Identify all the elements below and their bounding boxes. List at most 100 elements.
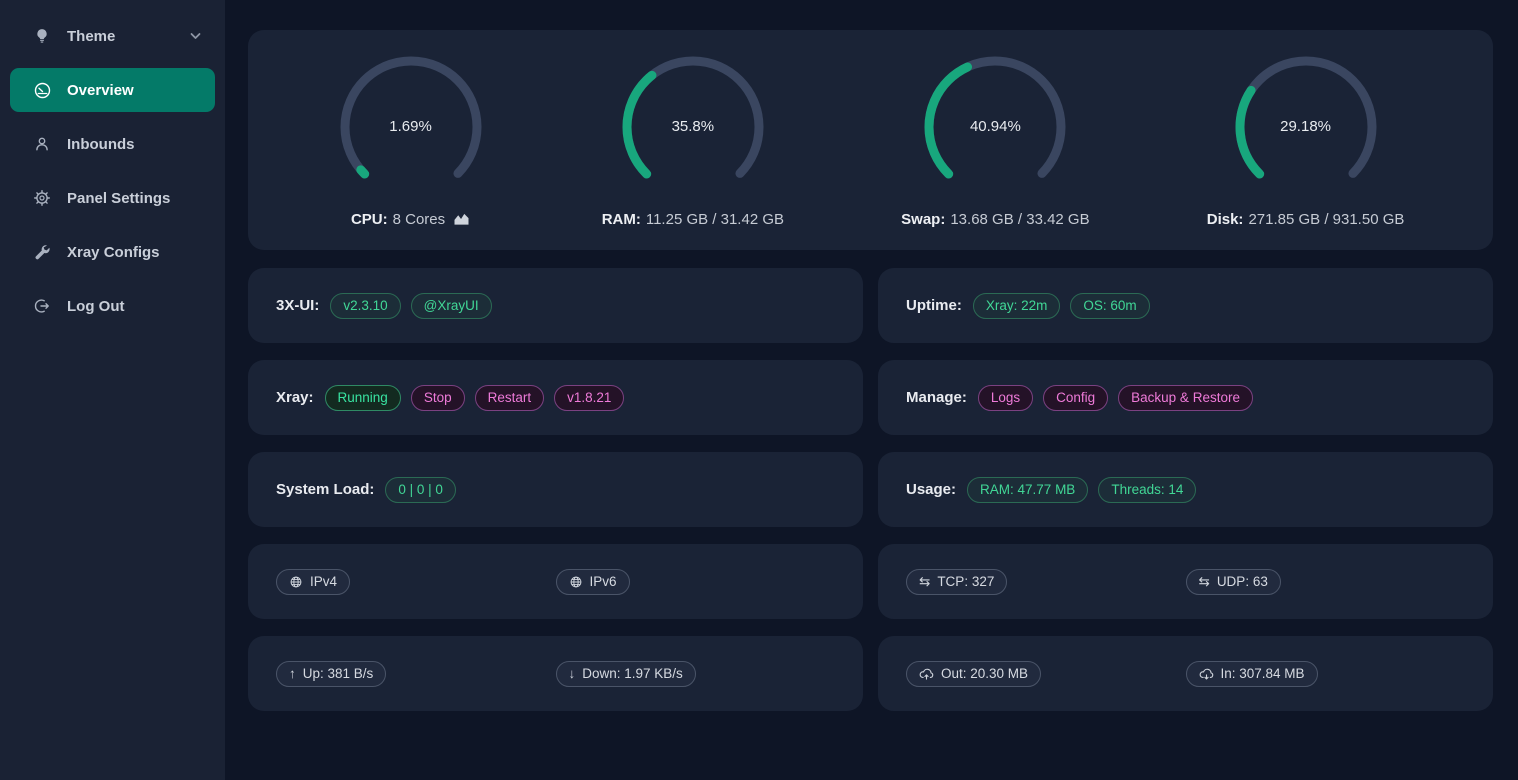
sidebar-item-log-out[interactable]: Log Out <box>10 284 215 328</box>
cloud-download-icon <box>1199 667 1214 680</box>
ram-label-name: RAM: <box>601 210 641 228</box>
ip-card: IPv4 IPv6 <box>248 544 863 619</box>
sidebar-item-xray-configs[interactable]: Xray Configs <box>10 230 215 274</box>
manage-card: Manage: Logs Config Backup & Restore <box>878 360 1493 435</box>
udp-text: UDP: 63 <box>1216 573 1268 589</box>
sidebar-item-inbounds[interactable]: Inbounds <box>10 122 215 166</box>
swap-percent: 40.94% <box>969 118 1021 135</box>
xray-label: Xray: <box>276 389 314 406</box>
manage-backup-button[interactable]: Backup & Restore <box>1118 384 1253 411</box>
system-load-card: System Load: 0 | 0 | 0 <box>248 452 863 527</box>
globe-icon <box>569 575 583 589</box>
globe-icon <box>289 575 303 589</box>
gauge-disk: 29.18% Disk: 271.85 GB / 931.50 GB <box>1207 53 1405 228</box>
sidebar-item-label: Overview <box>67 81 134 99</box>
swap-label-name: Swap: <box>901 210 946 228</box>
ram-label: RAM: 11.25 GB / 31.42 GB <box>602 211 784 228</box>
tcp-text: TCP: 327 <box>937 573 995 589</box>
xray-restart-button[interactable]: Restart <box>474 384 545 411</box>
sidebar-item-panel-settings[interactable]: Panel Settings <box>10 176 215 220</box>
uptime-xray-badge: Xray: 22m <box>972 292 1061 319</box>
usage-ram-badge: RAM: 47.77 MB <box>967 476 1089 503</box>
logout-icon <box>32 298 52 314</box>
ipv4-badge[interactable]: IPv4 <box>276 568 351 595</box>
lightbulb-icon <box>32 28 52 44</box>
ram-gauge-dial: 35.8% <box>619 53 767 201</box>
connections-card: ⇆ TCP: 327 ⇆ UDP: 63 <box>878 544 1493 619</box>
usage-label: Usage: <box>906 481 957 498</box>
ipv6-badge[interactable]: IPv6 <box>555 568 630 595</box>
sidebar-item-label: Inbounds <box>67 135 135 153</box>
usage-threads-badge: Threads: 14 <box>1098 476 1197 503</box>
swap-arrows-icon: ⇆ <box>1198 573 1210 589</box>
traffic-card: Out: 20.30 MB In: 307.84 MB <box>878 636 1493 711</box>
speed-card: ↑ Up: 381 B/s ↓ Down: 1.97 KB/s <box>248 636 863 711</box>
upload-speed-text: Up: 381 B/s <box>302 665 374 681</box>
ram-percent: 35.8% <box>671 118 715 135</box>
cpu-history-chart-icon[interactable] <box>453 212 470 226</box>
wrench-icon <box>32 244 52 260</box>
disk-label-detail: 271.85 GB / 931.50 GB <box>1248 210 1405 228</box>
user-icon <box>32 136 52 152</box>
disk-gauge-dial: 29.18% <box>1232 53 1380 201</box>
xui-version-badge[interactable]: v2.3.10 <box>330 292 401 319</box>
ipv6-text: IPv6 <box>589 573 617 589</box>
ram-label-detail: 11.25 GB / 31.42 GB <box>645 210 785 228</box>
xray-card: Xray: Running Stop Restart v1.8.21 <box>248 360 863 435</box>
cloud-upload-icon <box>919 667 934 680</box>
manage-logs-button[interactable]: Logs <box>977 384 1034 411</box>
traffic-out-badge: Out: 20.30 MB <box>906 660 1042 687</box>
gauge-ram: 35.8% RAM: 11.25 GB / 31.42 GB <box>602 53 784 228</box>
sidebar-item-label: Panel Settings <box>67 189 171 207</box>
cpu-label-detail: 8 Cores <box>392 210 446 228</box>
chevron-down-icon <box>190 32 201 40</box>
xui-label: 3X-UI: <box>276 297 320 314</box>
disk-label: Disk: 271.85 GB / 931.50 GB <box>1207 211 1405 228</box>
udp-badge: ⇆ UDP: 63 <box>1185 568 1281 595</box>
xui-card: 3X-UI: v2.3.10 @XrayUI <box>248 268 863 343</box>
traffic-out-text: Out: 20.30 MB <box>941 665 1029 681</box>
manage-label: Manage: <box>906 389 967 406</box>
ipv4-text: IPv4 <box>310 573 338 589</box>
sidebar-item-overview[interactable]: Overview <box>10 68 215 112</box>
info-grid: 3X-UI: v2.3.10 @XrayUI Uptime: Xray: 22m… <box>248 268 1493 711</box>
swap-gauge-dial: 40.94% <box>921 53 1069 201</box>
sidebar-item-label: Theme <box>67 27 116 45</box>
xray-stop-button[interactable]: Stop <box>410 384 465 411</box>
cpu-label-name: CPU: <box>350 210 388 228</box>
usage-card: Usage: RAM: 47.77 MB Threads: 14 <box>878 452 1493 527</box>
sidebar-item-label: Log Out <box>67 297 125 315</box>
system-stats-card: 1.69% CPU: 8 Cores <box>248 30 1493 250</box>
gauge-swap: 40.94% Swap: 13.68 GB / 33.42 GB <box>901 53 1090 228</box>
uptime-os-badge: OS: 60m <box>1070 292 1150 319</box>
sidebar-item-theme[interactable]: Theme <box>10 14 215 58</box>
swap-arrows-icon: ⇆ <box>919 573 931 589</box>
disk-label-name: Disk: <box>1206 210 1244 228</box>
uptime-label: Uptime: <box>906 297 962 314</box>
disk-percent: 29.18% <box>1280 118 1331 135</box>
tcp-badge: ⇆ TCP: 327 <box>906 568 1008 595</box>
download-speed-badge: ↓ Down: 1.97 KB/s <box>555 660 696 687</box>
cpu-label: CPU: 8 Cores <box>351 211 470 228</box>
upload-speed-badge: ↑ Up: 381 B/s <box>276 660 387 687</box>
xray-version-button[interactable]: v1.8.21 <box>554 384 625 411</box>
manage-config-button[interactable]: Config <box>1043 384 1109 411</box>
xui-telegram-badge[interactable]: @XrayUI <box>410 292 492 319</box>
arrow-down-icon: ↓ <box>568 665 576 681</box>
cpu-gauge-dial: 1.69% <box>337 53 485 201</box>
gauge-cpu: 1.69% CPU: 8 Cores <box>337 53 485 228</box>
arrow-up-icon: ↑ <box>289 665 296 681</box>
cpu-percent: 1.69% <box>389 118 432 135</box>
sidebar-item-label: Xray Configs <box>67 243 160 261</box>
swap-label: Swap: 13.68 GB / 33.42 GB <box>901 211 1089 228</box>
system-load-badge: 0 | 0 | 0 <box>385 476 456 503</box>
dashboard-gauge-icon <box>32 82 52 99</box>
xray-status-badge: Running <box>324 384 401 411</box>
system-load-label: System Load: <box>276 481 375 498</box>
download-speed-text: Down: 1.97 KB/s <box>582 665 683 681</box>
gear-icon <box>32 190 52 206</box>
sidebar: Theme Overview <box>0 0 225 780</box>
uptime-card: Uptime: Xray: 22m OS: 60m <box>878 268 1493 343</box>
main-content: 1.69% CPU: 8 Cores <box>225 0 1518 780</box>
